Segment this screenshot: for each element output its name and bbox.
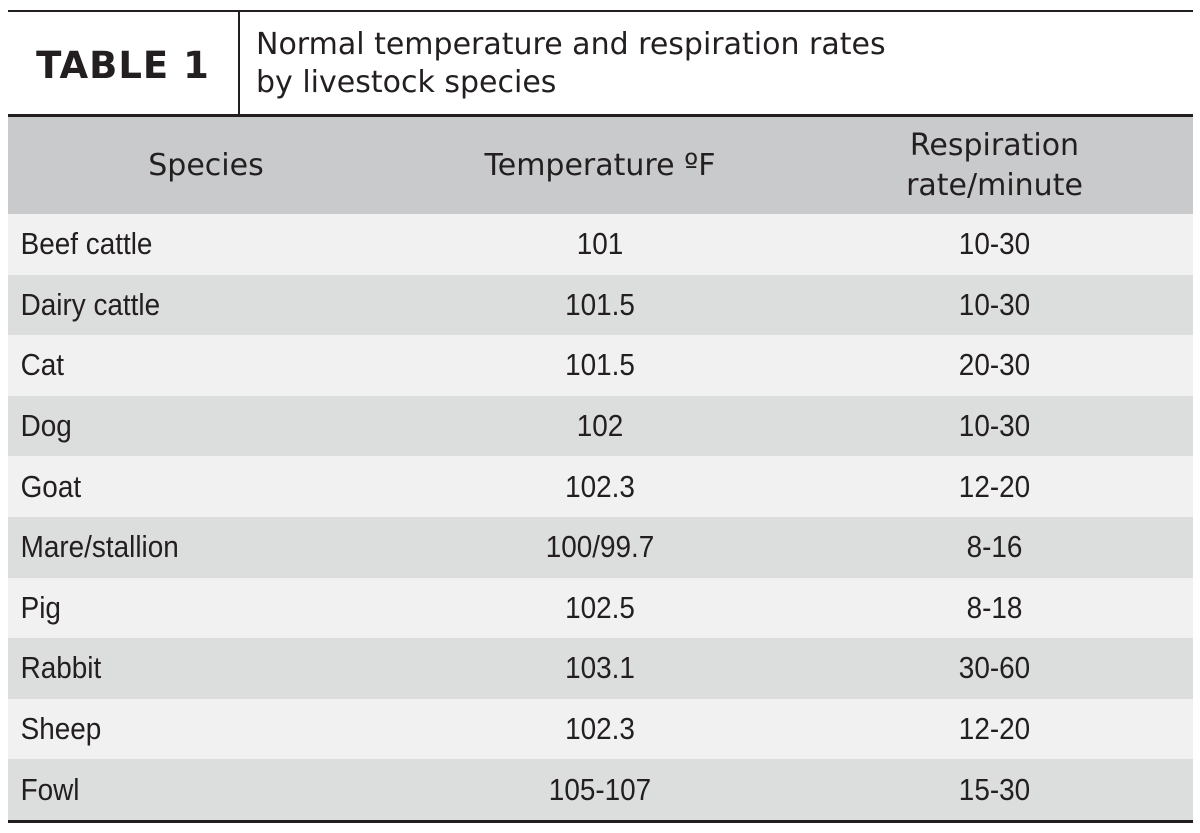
livestock-vitals-table: TABLE 1 Normal temperature and respirati… — [8, 10, 1193, 823]
respiration-cell: 12-20 — [958, 711, 1031, 747]
header-respiration-line-2: rate/minute — [906, 167, 1083, 203]
temperature-cell: 101.5 — [565, 347, 635, 383]
table-row: Dairy cattle 101.5 10-30 — [8, 274, 1193, 336]
table-bottom-rule — [8, 819, 1193, 823]
temperature-cell: 102.5 — [565, 589, 635, 625]
respiration-cell: 30-60 — [958, 650, 1031, 686]
table-row: Fowl 105-107 15-30 — [8, 759, 1193, 820]
species-cell: Beef cattle — [20, 226, 153, 262]
respiration-cell: 10-30 — [958, 408, 1031, 444]
species-cell: Cat — [20, 347, 65, 383]
temperature-cell: 102.3 — [565, 711, 635, 747]
table-row: Pig 102.5 8-18 — [8, 577, 1193, 639]
table-row: Mare/stallion 100/99.7 8-16 — [8, 516, 1193, 578]
header-respiration: Respiration rate/minute — [796, 117, 1193, 214]
respiration-cell: 10-30 — [958, 286, 1031, 322]
species-cell: Pig — [20, 589, 61, 625]
table-row: Goat 102.3 12-20 — [8, 456, 1193, 517]
species-cell: Rabbit — [20, 650, 102, 686]
respiration-cell: 8-18 — [966, 589, 1023, 625]
temperature-cell: 101 — [576, 226, 624, 262]
species-cell: Dairy cattle — [20, 286, 161, 322]
table-row: Rabbit 103.1 30-60 — [8, 638, 1193, 699]
respiration-cell: 8-16 — [966, 529, 1023, 565]
table-row: Beef cattle 101 10-30 — [8, 214, 1193, 275]
table-title-line-1: Normal temperature and respiration rates — [256, 27, 886, 62]
table-row: Cat 101.5 20-30 — [8, 335, 1193, 396]
header-species: Species — [148, 147, 264, 183]
table-number-label: TABLE 1 — [8, 12, 240, 114]
table-header-row: Species Temperature ºF Respiration rate/… — [8, 114, 1193, 214]
respiration-cell: 15-30 — [958, 771, 1031, 807]
respiration-cell: 20-30 — [958, 347, 1031, 383]
header-respiration-line-1: Respiration — [909, 127, 1080, 163]
table-body: Beef cattle 101 10-30 Dairy cattle 101.5… — [8, 214, 1193, 820]
species-cell: Sheep — [20, 711, 102, 747]
temperature-cell: 103.1 — [565, 650, 635, 686]
table-title-line-2: by livestock species — [256, 65, 557, 100]
table-row: Dog 102 10-30 — [8, 395, 1193, 457]
species-cell: Dog — [20, 408, 72, 444]
header-temperature: Temperature ºF — [484, 147, 716, 183]
temperature-cell: 105-107 — [548, 771, 652, 807]
species-cell: Mare/stallion — [20, 529, 179, 565]
respiration-cell: 10-30 — [958, 226, 1031, 262]
species-cell: Fowl — [20, 771, 80, 807]
table-row: Sheep 102.3 12-20 — [8, 698, 1193, 760]
temperature-cell: 102 — [576, 408, 624, 444]
table-title: Normal temperature and respiration rates… — [240, 12, 1193, 114]
temperature-cell: 102.3 — [565, 468, 635, 504]
respiration-cell: 12-20 — [958, 468, 1031, 504]
table-title-bar: TABLE 1 Normal temperature and respirati… — [8, 10, 1193, 114]
temperature-cell: 100/99.7 — [545, 529, 655, 565]
temperature-cell: 101.5 — [565, 286, 635, 322]
species-cell: Goat — [20, 468, 82, 504]
